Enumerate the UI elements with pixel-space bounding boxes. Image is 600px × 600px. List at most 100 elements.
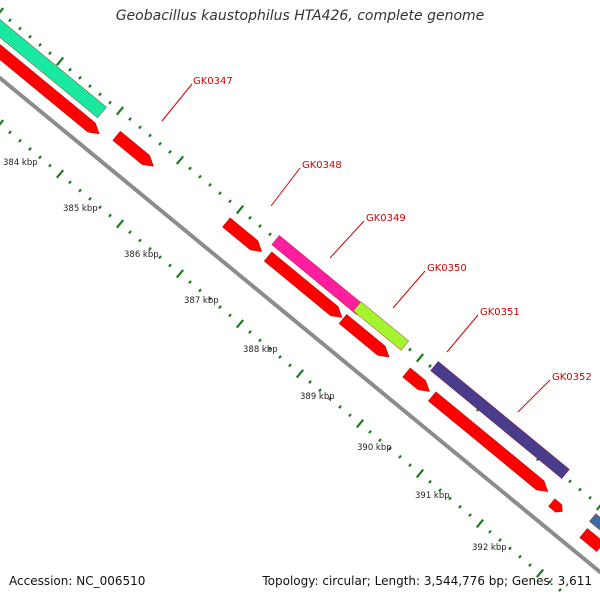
tick-mark: [248, 215, 252, 220]
tick-mark: [428, 479, 432, 484]
cds-arrow: [402, 367, 430, 392]
tick-mark: [68, 180, 72, 185]
map-title: Geobacillus kaustophilus HTA426, complet…: [115, 8, 485, 24]
tick-mark: [175, 155, 185, 165]
tick-mark: [158, 255, 162, 260]
tick-mark: [198, 174, 202, 179]
gene-label-GK0352: GK0352: [552, 372, 592, 383]
tick-mark: [55, 169, 65, 179]
tick-mark: [188, 280, 192, 285]
tick-mark: [528, 563, 532, 567]
tick-mark: [158, 141, 162, 146]
cds-arrow: [579, 528, 600, 552]
tick-mark: [18, 138, 22, 143]
tick-mark: [218, 191, 222, 196]
tick-mark: [295, 369, 305, 379]
genome-summary-text: Topology: circular; Length: 3,544,776 bp…: [262, 574, 592, 588]
tick-mark: [568, 479, 572, 484]
tick-mark: [348, 413, 352, 418]
tick-mark: [218, 305, 222, 309]
tick-mark: [438, 488, 442, 493]
scale-label: 388 kbp: [243, 345, 278, 355]
genome-backbone: [0, 76, 600, 574]
tick-mark: [415, 353, 425, 363]
gene-feature-edge: [589, 513, 600, 531]
tick-mark: [188, 166, 192, 171]
scale-label: 385 kbp: [63, 204, 98, 214]
cds-arrow: [0, 41, 100, 135]
gene-label-GK0351: GK0351: [480, 307, 520, 318]
tick-mark: [268, 346, 272, 351]
gene-feature-GK0352: [430, 361, 570, 479]
scale-label: 391 kbp: [415, 491, 450, 501]
tick-mark: [258, 338, 262, 343]
inner-tick-row: [0, 119, 562, 592]
tick-mark: [0, 119, 5, 126]
tick-mark: [98, 92, 102, 97]
label-leader: [270, 167, 301, 207]
tick-mark: [228, 313, 232, 318]
tick-mark: [115, 219, 125, 229]
tick-mark: [388, 446, 392, 451]
tick-mark: [68, 67, 72, 72]
tick-mark: [578, 487, 582, 492]
tick-mark: [408, 347, 412, 352]
tick-mark: [468, 513, 472, 518]
gene-label-GK0349: GK0349: [366, 213, 406, 224]
tick-mark: [138, 125, 142, 130]
tick-mark: [398, 454, 402, 459]
label-leader: [329, 220, 365, 259]
scale-label: 387 kbp: [184, 296, 219, 306]
tick-mark: [508, 546, 512, 551]
scale-label: 386 kbp: [124, 250, 159, 260]
tick-mark: [535, 568, 545, 578]
gene-label-GK0350: GK0350: [427, 263, 467, 274]
tick-mark: [458, 504, 462, 509]
tick-mark: [475, 518, 485, 529]
scale-label: 390 kbp: [357, 443, 392, 453]
gene-label-leaders: [161, 83, 551, 413]
gene-label-GK0348: GK0348: [302, 160, 342, 171]
cds-arrow: [428, 391, 549, 492]
label-leader: [517, 379, 551, 413]
cds-arrow: [263, 251, 343, 318]
tick-mark: [148, 246, 152, 251]
scale-label: 389 kbp: [300, 392, 335, 402]
gene-feature-teal: [0, 17, 107, 119]
tick-mark: [38, 155, 42, 160]
gene-labels: GK0347 GK0348 GK0349 GK0350 GK0351 GK0352: [193, 76, 592, 383]
scale-labels: 384 kbp 385 kbp 386 kbp 387 kbp 388 kbp 389 k…: [3, 158, 507, 553]
scale-label: 384 kbp: [3, 158, 38, 168]
tick-mark: [288, 363, 292, 368]
cds-arrow: [548, 498, 563, 513]
tick-mark: [448, 496, 452, 501]
tick-mark: [488, 529, 492, 534]
tick-mark: [378, 438, 382, 443]
tick-mark: [115, 106, 125, 116]
tick-mark: [28, 147, 32, 151]
tick-mark: [518, 554, 522, 559]
gene-features: [0, 17, 600, 552]
tick-mark: [128, 230, 132, 235]
cds-arrow: [222, 217, 263, 252]
tick-mark: [498, 538, 502, 542]
tick-mark: [48, 163, 52, 168]
tick-mark: [408, 463, 412, 468]
label-leader: [161, 83, 193, 122]
tick-mark: [308, 380, 312, 384]
tick-mark: [318, 388, 322, 393]
tick-mark: [108, 213, 112, 218]
tick-mark: [88, 84, 92, 89]
tick-mark: [588, 495, 592, 500]
tick-mark: [78, 75, 82, 80]
tick-mark: [28, 34, 32, 39]
cds-arrow: [338, 314, 390, 358]
tick-mark: [55, 56, 65, 66]
tick-mark: [168, 263, 172, 268]
tick-mark: [78, 188, 82, 193]
label-leader: [446, 314, 479, 353]
tick-mark: [38, 43, 42, 47]
tick-mark: [248, 330, 252, 334]
